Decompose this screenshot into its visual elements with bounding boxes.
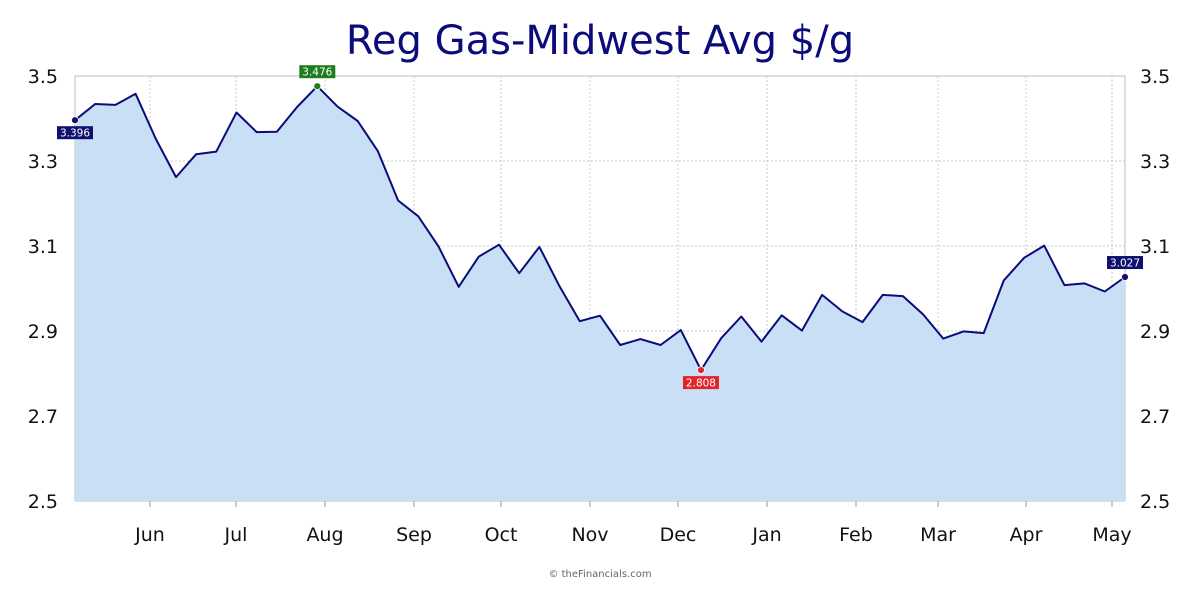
copyright-credit: © theFinancials.com xyxy=(548,569,652,580)
y-tick-label-left: 2.9 xyxy=(28,321,58,343)
marker-label-box-min xyxy=(682,376,719,390)
x-tick-label: Feb xyxy=(839,524,873,546)
y-tick-label-right: 3.5 xyxy=(1140,66,1170,88)
y-tick-label-right: 2.9 xyxy=(1140,321,1170,343)
marker-min xyxy=(697,366,705,375)
x-tick-label: Jan xyxy=(751,524,781,546)
marker-label-box-last xyxy=(1107,256,1143,270)
y-tick-label-left: 3.5 xyxy=(28,66,58,88)
markers: 3.396 3.476 2.808 3.027 xyxy=(57,65,1143,390)
x-tick-label: Apr xyxy=(1010,524,1043,546)
marker-last xyxy=(1121,273,1129,281)
marker-label-box-first xyxy=(57,126,93,140)
y-tick-label-right: 3.1 xyxy=(1140,236,1170,258)
x-tick-label: Sep xyxy=(396,524,432,546)
y-tick-label-right: 2.5 xyxy=(1140,491,1170,513)
chart-title: Reg Gas-Midwest Avg $/g xyxy=(345,18,855,64)
marker-max xyxy=(313,82,322,91)
marker-label-last: 3.027 xyxy=(1110,258,1140,270)
y-tick-label-left: 3.1 xyxy=(28,236,58,258)
y-tick-label-right: 3.3 xyxy=(1140,151,1170,173)
marker-label-max: 3.476 xyxy=(302,67,332,79)
area-fill xyxy=(75,86,1125,501)
x-tick-label: Aug xyxy=(306,524,343,546)
y-tick-label-left: 2.5 xyxy=(28,491,58,513)
price-line xyxy=(74,85,1126,372)
axes: 2.5 2.5 2.7 2.7 2.9 2.9 3.1 3.1 3.3 3.3 3.5 3.5 Jun J… xyxy=(28,66,1170,546)
marker-label-box-max xyxy=(299,65,336,79)
x-tick-label: Oct xyxy=(485,524,518,546)
y-tick-label-left: 2.7 xyxy=(28,406,58,428)
x-tick-label: May xyxy=(1092,524,1131,546)
x-tick-label: Dec xyxy=(660,524,697,546)
x-tick-label: Jun xyxy=(134,524,165,546)
y-tick-label-right: 2.7 xyxy=(1140,406,1170,428)
x-tick-label: Mar xyxy=(920,524,956,546)
marker-label-min: 2.808 xyxy=(686,378,716,390)
x-tick-label: Jul xyxy=(224,524,248,546)
marker-label-first: 3.396 xyxy=(60,128,90,140)
x-tick-label: Nov xyxy=(571,524,608,546)
y-tick-label-left: 3.3 xyxy=(28,151,58,173)
area-series xyxy=(74,85,1126,501)
marker-first xyxy=(71,116,79,125)
